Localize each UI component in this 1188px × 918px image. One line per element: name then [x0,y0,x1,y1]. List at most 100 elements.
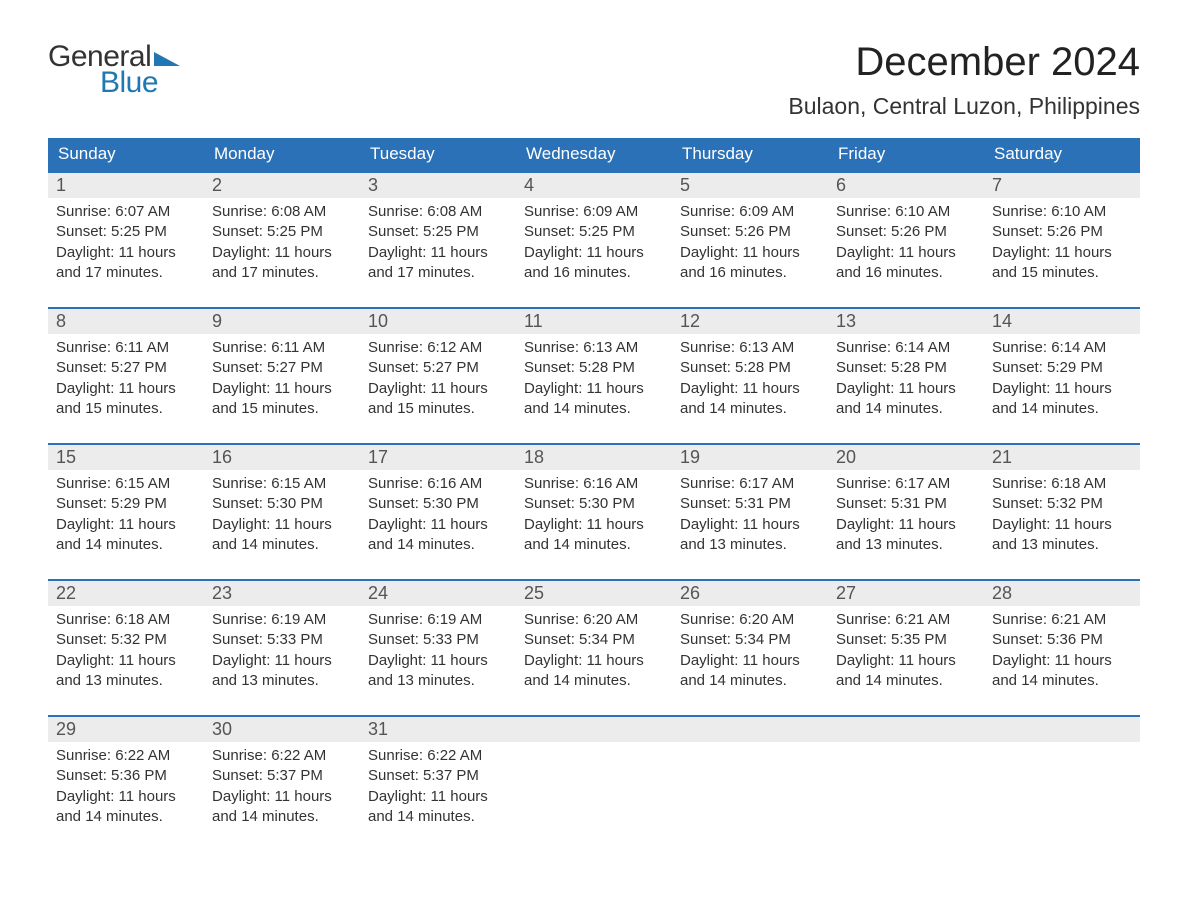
sunrise-text: Sunrise: 6:09 AM [524,202,664,222]
day-number: 13 [828,309,984,334]
day-details [828,742,984,829]
sunrise-text: Sunrise: 6:17 AM [680,474,820,494]
title-block: December 2024 Bulaon, Central Luzon, Phi… [788,40,1140,120]
daylight-text: Daylight: 11 hours and 17 minutes. [212,243,352,284]
daylight-text: Daylight: 11 hours and 14 minutes. [524,515,664,556]
day-number [672,717,828,742]
day-number: 27 [828,581,984,606]
day-number-row: 22232425262728 [48,579,1140,606]
daylight-text: Daylight: 11 hours and 14 minutes. [212,515,352,556]
sunset-text: Sunset: 5:26 PM [836,222,976,242]
day-number-row: 1234567 [48,171,1140,198]
sunrise-text: Sunrise: 6:22 AM [56,746,196,766]
logo-triangle-icon [154,48,180,71]
daylight-text: Daylight: 11 hours and 15 minutes. [212,379,352,420]
sunset-text: Sunset: 5:31 PM [836,494,976,514]
day-number: 15 [48,445,204,470]
daylight-text: Daylight: 11 hours and 14 minutes. [368,787,508,828]
sunset-text: Sunset: 5:33 PM [368,630,508,650]
sunrise-text: Sunrise: 6:18 AM [56,610,196,630]
day-details: Sunrise: 6:10 AMSunset: 5:26 PMDaylight:… [984,198,1140,285]
day-details: Sunrise: 6:22 AMSunset: 5:37 PMDaylight:… [360,742,516,829]
day-details [672,742,828,829]
sunset-text: Sunset: 5:33 PM [212,630,352,650]
daylight-text: Daylight: 11 hours and 14 minutes. [56,787,196,828]
daylight-text: Daylight: 11 hours and 15 minutes. [56,379,196,420]
daylight-text: Daylight: 11 hours and 14 minutes. [680,651,820,692]
day-number: 17 [360,445,516,470]
calendar-week: 22232425262728Sunrise: 6:18 AMSunset: 5:… [48,579,1140,693]
sunset-text: Sunset: 5:29 PM [56,494,196,514]
calendar-header-cell: Monday [204,138,360,171]
calendar-header-cell: Friday [828,138,984,171]
day-number: 4 [516,173,672,198]
sunset-text: Sunset: 5:25 PM [212,222,352,242]
day-details: Sunrise: 6:20 AMSunset: 5:34 PMDaylight:… [672,606,828,693]
day-number: 26 [672,581,828,606]
day-details [516,742,672,829]
day-details: Sunrise: 6:09 AMSunset: 5:26 PMDaylight:… [672,198,828,285]
daylight-text: Daylight: 11 hours and 13 minutes. [680,515,820,556]
sunset-text: Sunset: 5:28 PM [680,358,820,378]
sunrise-text: Sunrise: 6:17 AM [836,474,976,494]
sunrise-text: Sunrise: 6:16 AM [368,474,508,494]
sunrise-text: Sunrise: 6:15 AM [56,474,196,494]
day-number: 24 [360,581,516,606]
sunset-text: Sunset: 5:29 PM [992,358,1132,378]
sunrise-text: Sunrise: 6:10 AM [992,202,1132,222]
day-details: Sunrise: 6:13 AMSunset: 5:28 PMDaylight:… [672,334,828,421]
sunrise-text: Sunrise: 6:07 AM [56,202,196,222]
day-number: 8 [48,309,204,334]
daylight-text: Daylight: 11 hours and 16 minutes. [680,243,820,284]
logo: General Blue [48,40,180,100]
sunset-text: Sunset: 5:28 PM [524,358,664,378]
day-number [516,717,672,742]
sunset-text: Sunset: 5:25 PM [368,222,508,242]
sunset-text: Sunset: 5:25 PM [524,222,664,242]
day-details-row: Sunrise: 6:07 AMSunset: 5:25 PMDaylight:… [48,198,1140,285]
sunrise-text: Sunrise: 6:21 AM [992,610,1132,630]
sunset-text: Sunset: 5:28 PM [836,358,976,378]
daylight-text: Daylight: 11 hours and 14 minutes. [56,515,196,556]
sunrise-text: Sunrise: 6:10 AM [836,202,976,222]
calendar-header-cell: Saturday [984,138,1140,171]
day-details: Sunrise: 6:19 AMSunset: 5:33 PMDaylight:… [204,606,360,693]
day-number: 30 [204,717,360,742]
sunset-text: Sunset: 5:32 PM [56,630,196,650]
daylight-text: Daylight: 11 hours and 14 minutes. [212,787,352,828]
day-details: Sunrise: 6:18 AMSunset: 5:32 PMDaylight:… [984,470,1140,557]
sunrise-text: Sunrise: 6:15 AM [212,474,352,494]
sunset-text: Sunset: 5:37 PM [368,766,508,786]
calendar-week: 1234567Sunrise: 6:07 AMSunset: 5:25 PMDa… [48,171,1140,285]
day-details: Sunrise: 6:18 AMSunset: 5:32 PMDaylight:… [48,606,204,693]
sunset-text: Sunset: 5:30 PM [368,494,508,514]
day-number: 23 [204,581,360,606]
daylight-text: Daylight: 11 hours and 14 minutes. [836,379,976,420]
sunrise-text: Sunrise: 6:20 AM [680,610,820,630]
day-number [984,717,1140,742]
sunset-text: Sunset: 5:35 PM [836,630,976,650]
day-number: 25 [516,581,672,606]
day-details [984,742,1140,829]
day-details: Sunrise: 6:19 AMSunset: 5:33 PMDaylight:… [360,606,516,693]
daylight-text: Daylight: 11 hours and 14 minutes. [368,515,508,556]
daylight-text: Daylight: 11 hours and 15 minutes. [992,243,1132,284]
day-details: Sunrise: 6:17 AMSunset: 5:31 PMDaylight:… [828,470,984,557]
day-number-row: 293031 [48,715,1140,742]
day-number: 3 [360,173,516,198]
month-title: December 2024 [788,40,1140,85]
day-number: 10 [360,309,516,334]
calendar-header-cell: Wednesday [516,138,672,171]
sunrise-text: Sunrise: 6:12 AM [368,338,508,358]
daylight-text: Daylight: 11 hours and 17 minutes. [56,243,196,284]
daylight-text: Daylight: 11 hours and 13 minutes. [992,515,1132,556]
day-number: 9 [204,309,360,334]
day-details: Sunrise: 6:13 AMSunset: 5:28 PMDaylight:… [516,334,672,421]
day-number: 1 [48,173,204,198]
sunrise-text: Sunrise: 6:11 AM [56,338,196,358]
daylight-text: Daylight: 11 hours and 13 minutes. [368,651,508,692]
day-details-row: Sunrise: 6:11 AMSunset: 5:27 PMDaylight:… [48,334,1140,421]
daylight-text: Daylight: 11 hours and 13 minutes. [212,651,352,692]
header: General Blue December 2024 Bulaon, Centr… [48,40,1140,120]
sunset-text: Sunset: 5:34 PM [680,630,820,650]
